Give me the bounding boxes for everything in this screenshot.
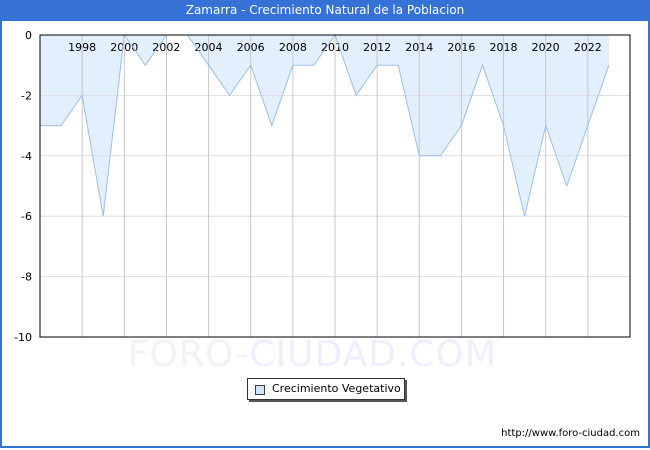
x-tick-label: 2014 xyxy=(405,41,433,54)
y-tick-label: 0 xyxy=(25,29,32,42)
legend-label: Crecimiento Vegetativo xyxy=(272,382,401,395)
source-url: http://www.foro-ciudad.com xyxy=(501,428,640,439)
chart-title: Zamarra - Crecimiento Natural de la Pobl… xyxy=(0,0,650,21)
x-tick-label: 2006 xyxy=(237,41,265,54)
y-tick-label: -6 xyxy=(21,210,32,223)
area-fill xyxy=(40,35,609,217)
legend: Crecimiento Vegetativo xyxy=(247,378,405,400)
x-tick-label: 1998 xyxy=(68,41,96,54)
x-tick-label: 2010 xyxy=(321,41,349,54)
y-tick-label: -10 xyxy=(14,331,32,344)
plot-border xyxy=(39,34,631,338)
watermark-part1: FORO- xyxy=(128,334,250,375)
x-tick-label: 2002 xyxy=(152,41,180,54)
series-line xyxy=(40,33,610,217)
x-tick-label: 2018 xyxy=(490,41,518,54)
y-tick-label: -2 xyxy=(21,89,32,102)
x-tick-label: 2008 xyxy=(279,41,307,54)
legend-swatch-icon xyxy=(255,385,265,395)
x-tick-label: 2020 xyxy=(532,41,560,54)
x-tick-label: 2012 xyxy=(363,41,391,54)
x-tick-label: 2016 xyxy=(447,41,475,54)
watermark-part2: CIUDAD.COM xyxy=(249,334,497,375)
y-tick-label: -4 xyxy=(21,150,32,163)
y-tick-label: -8 xyxy=(21,271,32,284)
x-tick-label: 2004 xyxy=(195,41,223,54)
x-tick-label: 2000 xyxy=(110,41,138,54)
x-tick-label: 2022 xyxy=(574,41,602,54)
watermark: FORO-CIUDAD.COM xyxy=(128,334,497,375)
